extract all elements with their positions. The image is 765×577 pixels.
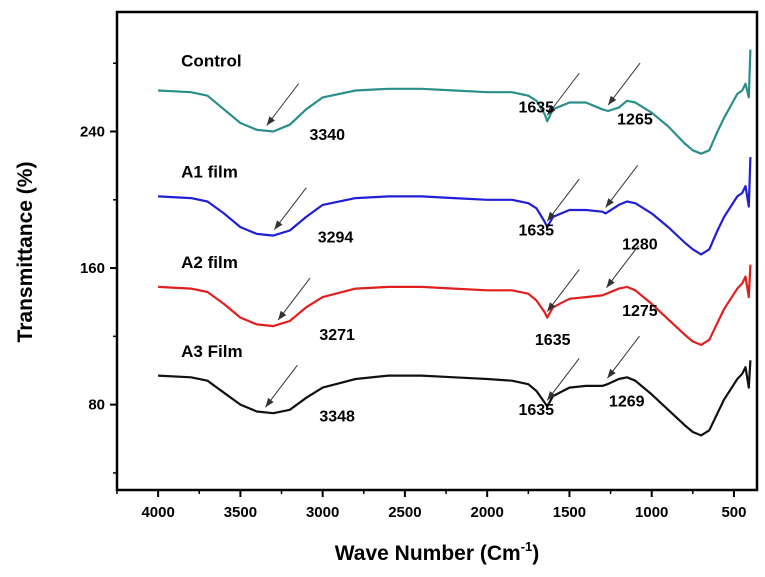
peak-label: 1280 bbox=[622, 236, 658, 253]
y-tick-label: 160 bbox=[80, 260, 105, 277]
annotation-arrowhead bbox=[265, 397, 274, 408]
y-axis-title: Transmittance (%) bbox=[14, 162, 37, 343]
series-line bbox=[158, 360, 752, 437]
annotation-arrowhead bbox=[274, 220, 283, 230]
annotation-arrowhead bbox=[607, 368, 616, 379]
annotation-arrowhead bbox=[266, 116, 275, 126]
annotation-arrowhead bbox=[547, 302, 556, 312]
peak-label: 3348 bbox=[319, 409, 355, 426]
peak-label: 3294 bbox=[318, 229, 354, 246]
series-label: A1 film bbox=[181, 163, 238, 182]
x-tick-label: 2500 bbox=[388, 504, 421, 521]
annotation-arrowhead bbox=[547, 391, 556, 401]
series-labels: Control A1 film A2 film A3 Film bbox=[181, 52, 242, 361]
spectra bbox=[158, 49, 752, 437]
peak-label: 1269 bbox=[609, 393, 645, 410]
peak-label: 3271 bbox=[319, 327, 355, 344]
x-tick-label: 1000 bbox=[635, 504, 668, 521]
plot-frame bbox=[115, 10, 759, 492]
peak-label: 1635 bbox=[518, 223, 554, 240]
series-label: A2 film bbox=[181, 253, 238, 272]
y-tick-label: 80 bbox=[88, 397, 105, 414]
series-label: A3 Film bbox=[181, 342, 242, 361]
annotation-arrowhead bbox=[605, 198, 614, 208]
y-tick-label: 240 bbox=[80, 124, 105, 141]
series-line bbox=[158, 157, 752, 256]
annotation-arrowhead bbox=[278, 310, 287, 321]
series-line bbox=[158, 264, 752, 346]
y-axis-ticks: 80 160 240 bbox=[80, 62, 117, 474]
annotation-arrowhead bbox=[547, 211, 556, 222]
series-label: Control bbox=[181, 52, 241, 71]
peak-label: 3340 bbox=[309, 127, 345, 144]
annotation-arrowhead bbox=[606, 278, 615, 288]
x-tick-label: 1500 bbox=[553, 504, 586, 521]
annotation-arrowhead bbox=[547, 106, 556, 116]
x-tick-label: 2000 bbox=[470, 504, 503, 521]
peak-label: 1265 bbox=[617, 112, 653, 129]
x-tick-label: 3000 bbox=[306, 504, 339, 521]
x-tick-label: 3500 bbox=[224, 504, 257, 521]
peak-label: 1635 bbox=[518, 402, 554, 419]
x-axis-title: Wave Number (Cm-1) bbox=[335, 539, 540, 565]
peak-annotations: 3340 1635 1265 3294 1635 1280 3271 1635 1275 3348… bbox=[265, 62, 658, 426]
x-tick-label: 4000 bbox=[141, 504, 174, 521]
x-axis-ticks: 4000 3500 3000 2500 2000 1500 1000 500 bbox=[116, 490, 746, 521]
x-tick-label: 500 bbox=[721, 504, 746, 521]
peak-label: 1635 bbox=[535, 332, 571, 349]
peak-label: 1635 bbox=[518, 100, 554, 117]
peak-label: 1275 bbox=[622, 303, 658, 320]
series-line bbox=[158, 49, 752, 155]
annotation-arrowhead bbox=[608, 95, 617, 105]
